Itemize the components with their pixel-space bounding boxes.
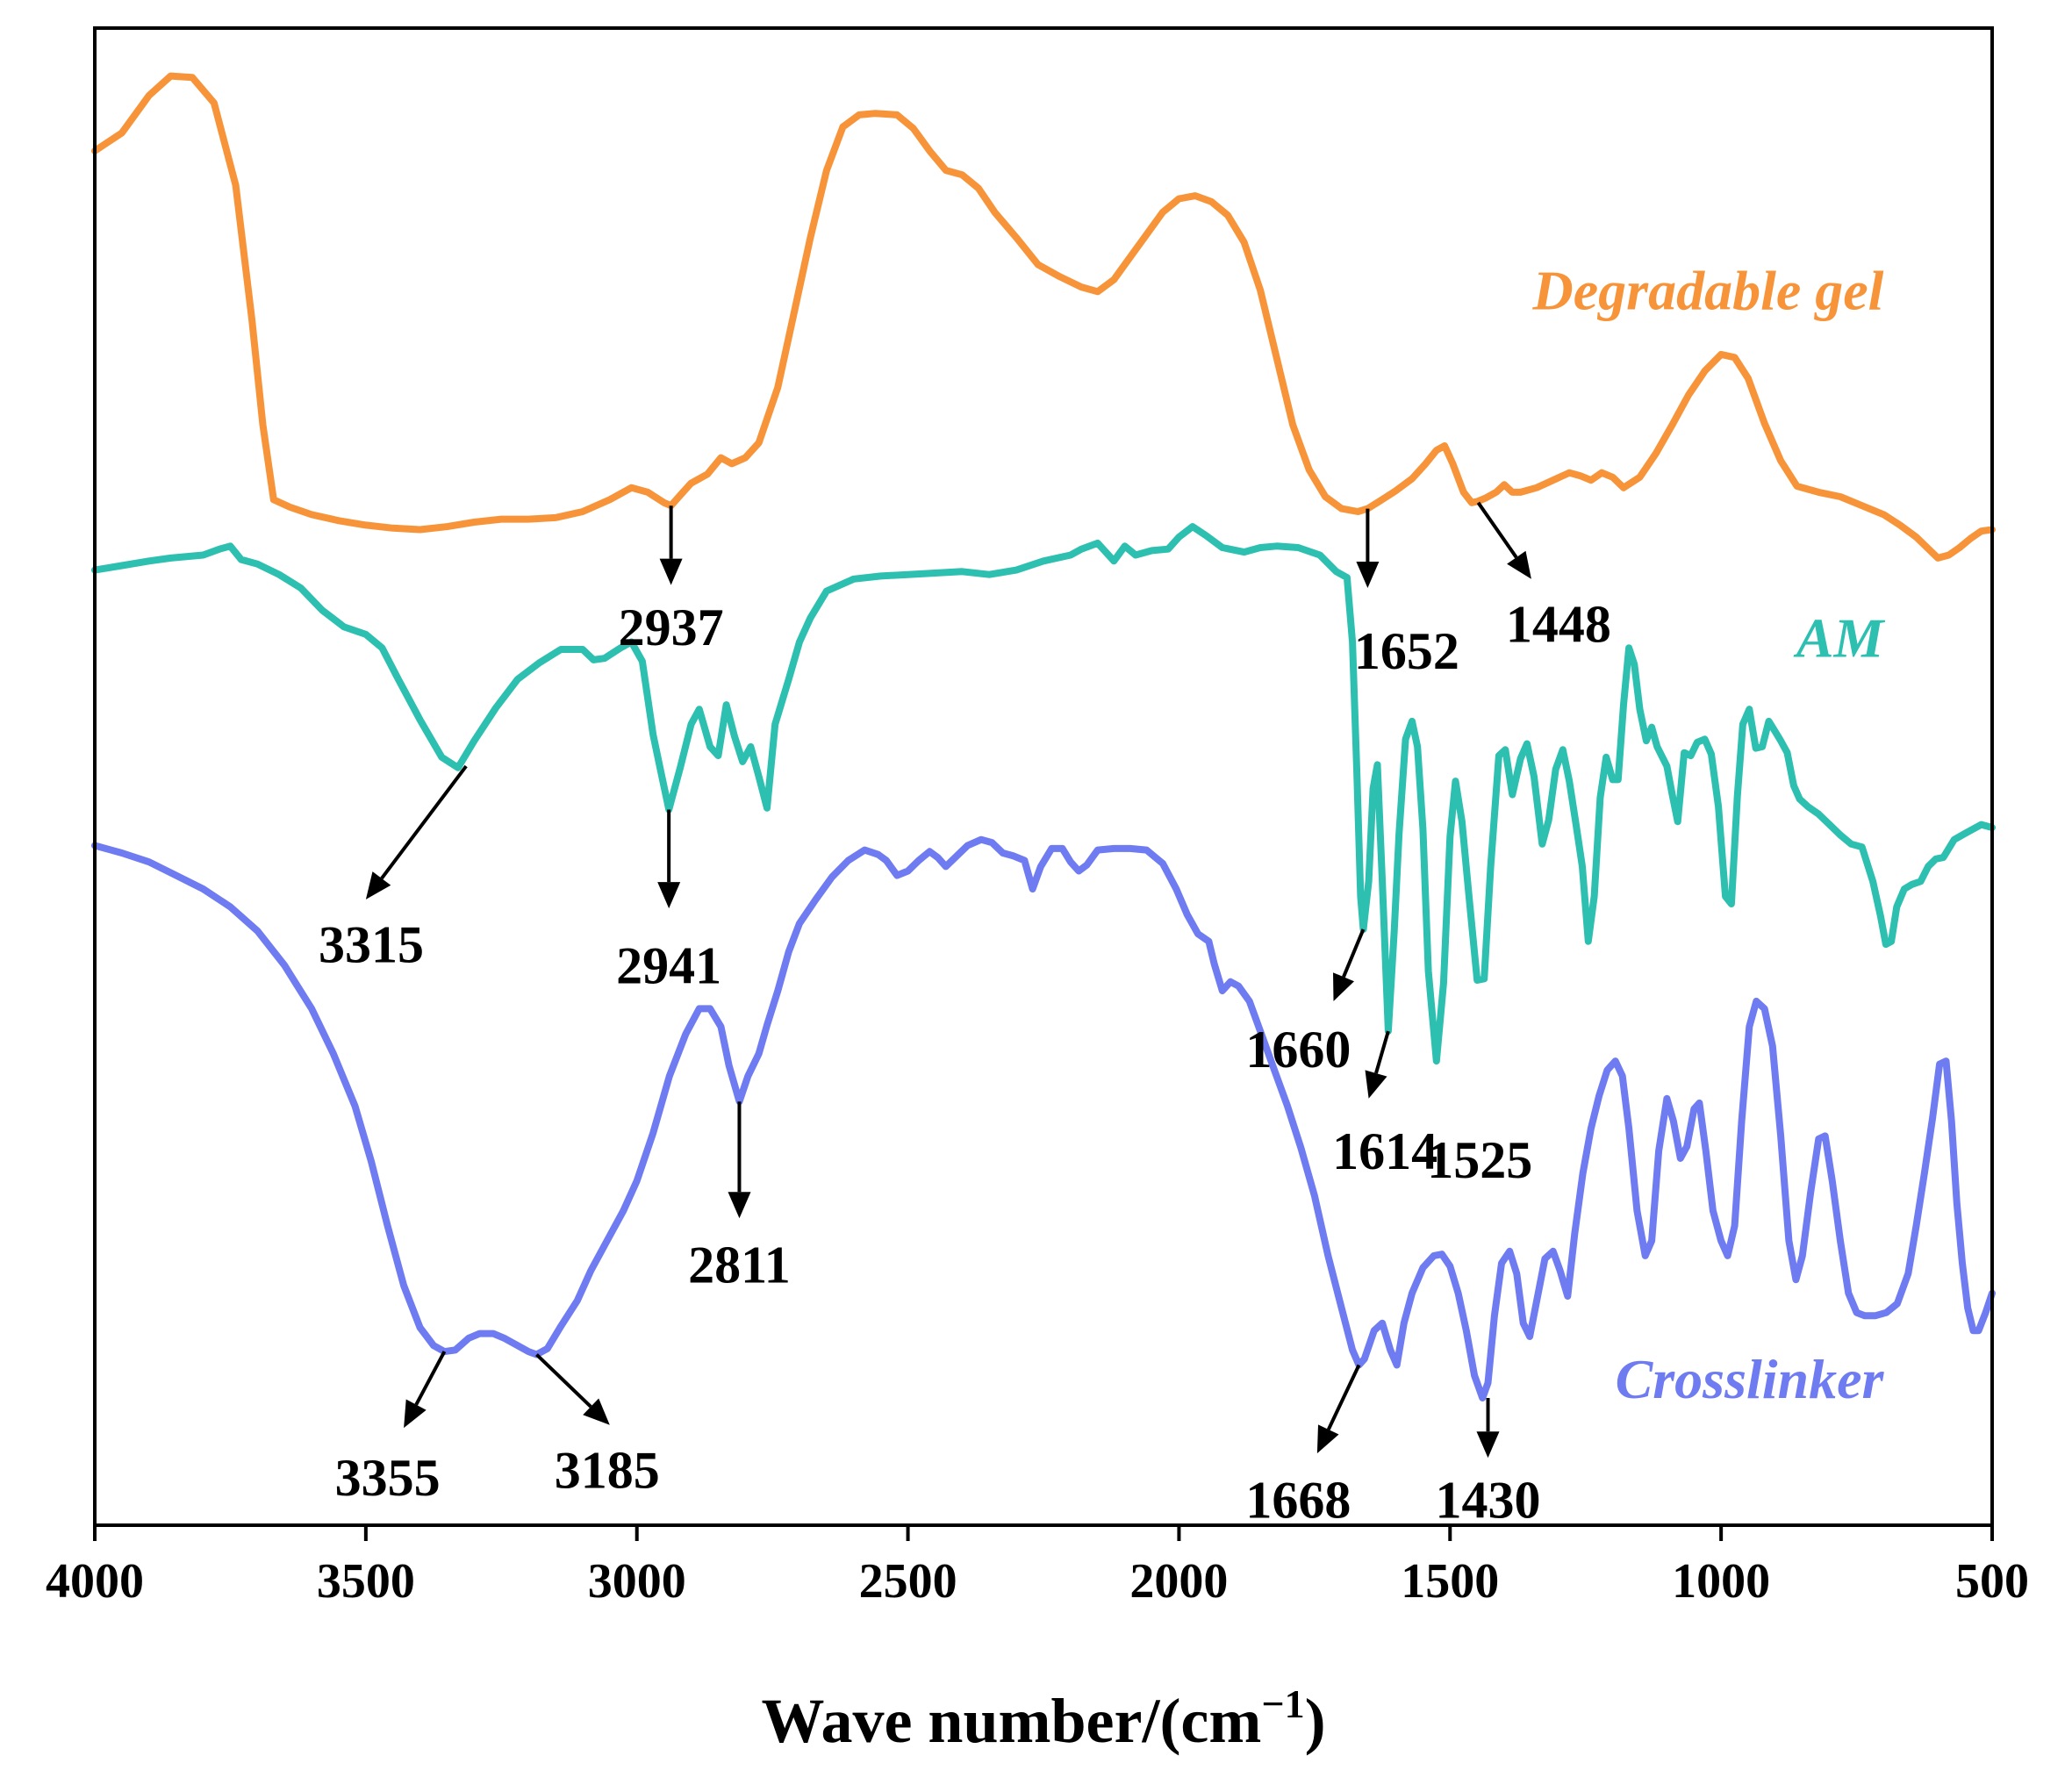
series-line-degradable-gel [91, 72, 1996, 562]
annotation-label-2811: 2811 [688, 1236, 791, 1294]
annotation-3355: 3355 [335, 1351, 447, 1507]
annotation-label-1430: 1430 [1436, 1471, 1541, 1529]
annotation-1525: 1525 [1427, 1131, 1532, 1189]
annotation-arrow-head-1430 [1476, 1431, 1500, 1459]
annotation-arrow-head-1660 [1333, 972, 1354, 1001]
x-tick-label-1500: 1500 [1401, 1554, 1499, 1609]
annotation-2941: 2941 [616, 809, 721, 994]
series-layer [91, 72, 1996, 1401]
x-tick-label-1000: 1000 [1672, 1554, 1770, 1609]
x-axis-title-main: Wave number/(cm [761, 1686, 1261, 1756]
annotation-arrow-shaft-3185 [535, 1353, 592, 1409]
annotation-arrow-head-3315 [365, 871, 391, 900]
plot-frame [93, 26, 1994, 1527]
annotation-label-3315: 3315 [319, 916, 424, 974]
annotation-label-1525: 1525 [1427, 1131, 1532, 1189]
annotation-1652: 1652 [1354, 508, 1459, 680]
x-tick-label-2000: 2000 [1129, 1554, 1228, 1609]
annotation-label-2937: 2937 [619, 599, 724, 656]
annotation-arrow-shaft-1448 [1476, 501, 1518, 559]
annotation-arrow-head-3185 [583, 1398, 610, 1425]
series-label-degradable-gel: Degradable gel [1532, 260, 1884, 322]
annotation-arrow-shaft-1660 [1342, 928, 1366, 978]
annotation-3185: 3185 [535, 1353, 660, 1499]
annotation-arrow-head-3355 [404, 1399, 427, 1429]
x-axis-title-sup: −1 [1261, 1681, 1304, 1726]
annotation-arrow-head-2937 [659, 558, 683, 585]
annotation-1660: 1660 [1245, 928, 1366, 1079]
annotation-arrow-head-1448 [1507, 550, 1531, 579]
annotation-3315: 3315 [319, 764, 468, 974]
x-axis-title-close: ) [1305, 1686, 1326, 1756]
annotation-label-1668: 1668 [1245, 1471, 1351, 1529]
x-tick-label-3000: 3000 [588, 1554, 686, 1609]
annotation-arrow-head-1614 [1365, 1070, 1387, 1099]
series-label-layer: Degradable gel AM Crosslinker [1532, 260, 1886, 1410]
series-label-am: AM [1793, 607, 1886, 670]
annotation-1430: 1430 [1436, 1397, 1541, 1529]
annotation-arrow-shaft-3315 [380, 764, 468, 880]
annotation-label-3355: 3355 [335, 1449, 441, 1507]
x-tick-label-4000: 4000 [46, 1554, 144, 1609]
annotation-2937: 2937 [619, 505, 724, 656]
annotation-label-1614: 1614 [1332, 1122, 1437, 1180]
annotation-layer: 2937 1652 1448 3315 2941 1660 1614 2811 1525 3355… [319, 501, 1611, 1529]
series-label-crosslinker: Crosslinker [1616, 1348, 1885, 1410]
annotation-arrow-shaft-3355 [414, 1351, 447, 1406]
x-axis: 4000 3500 3000 2500 2000 1500 1000 500 [46, 1525, 2029, 1609]
series-line-am [91, 523, 1996, 1065]
annotation-2811: 2811 [688, 1101, 791, 1294]
annotation-arrow-head-1668 [1316, 1424, 1339, 1454]
annotation-arrow-head-2811 [728, 1192, 751, 1219]
annotation-label-1660: 1660 [1245, 1021, 1351, 1079]
annotation-arrow-head-2941 [657, 882, 681, 909]
x-axis-title: Wave number/(cm−1) [761, 1681, 1325, 1756]
annotation-arrow-shaft-1614 [1374, 1030, 1390, 1074]
annotation-arrow-shaft-1668 [1326, 1364, 1361, 1430]
annotation-label-2941: 2941 [616, 936, 721, 994]
annotation-1614: 1614 [1332, 1030, 1437, 1180]
annotation-label-1652: 1652 [1354, 622, 1459, 680]
annotation-label-3185: 3185 [555, 1441, 660, 1499]
x-tick-label-500: 500 [1955, 1554, 2029, 1609]
annotation-arrow-head-1652 [1356, 562, 1380, 588]
series-line-crosslinker [91, 835, 1996, 1401]
annotation-label-1448: 1448 [1506, 595, 1611, 653]
x-tick-label-3500: 3500 [317, 1554, 415, 1609]
annotation-1448: 1448 [1476, 501, 1611, 653]
x-tick-label-2500: 2500 [859, 1554, 957, 1609]
annotation-1668: 1668 [1245, 1364, 1361, 1529]
